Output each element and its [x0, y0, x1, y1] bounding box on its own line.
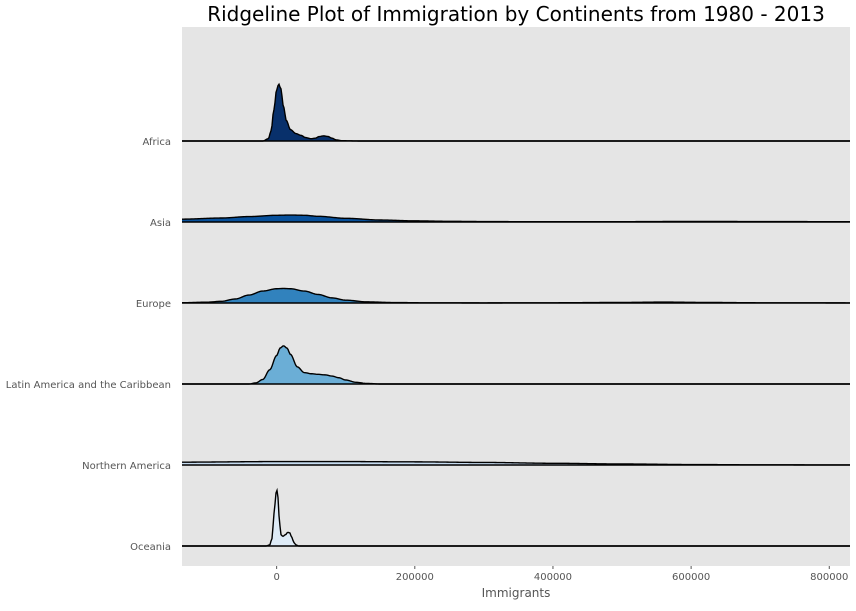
category-label-northern-america: Northern America [82, 461, 171, 472]
ridge-fill-europe [182, 288, 850, 303]
chart-title: Ridgeline Plot of Immigration by Contine… [207, 2, 825, 26]
x-tick-label: 400000 [534, 572, 572, 583]
ridge-oceania [182, 487, 850, 547]
x-axis-title: Immigrants [482, 586, 551, 600]
category-label-africa: Africa [142, 137, 171, 148]
ridge-northern-america [182, 460, 850, 466]
ridge-asia [182, 214, 851, 223]
ridge-europe [182, 287, 850, 304]
category-label-oceania: Oceania [130, 542, 171, 553]
ridge-africa [182, 82, 850, 142]
x-tick-label: 0 [273, 572, 279, 583]
category-label-latin-america-and-the-caribbean: Latin America and the Caribbean [6, 380, 171, 391]
ridge-latin-america-and-the-caribbean [182, 345, 850, 385]
x-tick-label: 200000 [396, 572, 434, 583]
x-tick-label: 800000 [810, 572, 848, 583]
x-tick-label: 600000 [672, 572, 710, 583]
category-label-europe: Europe [136, 299, 171, 310]
ridge-fill-asia [182, 215, 850, 222]
category-label-asia: Asia [150, 218, 171, 229]
